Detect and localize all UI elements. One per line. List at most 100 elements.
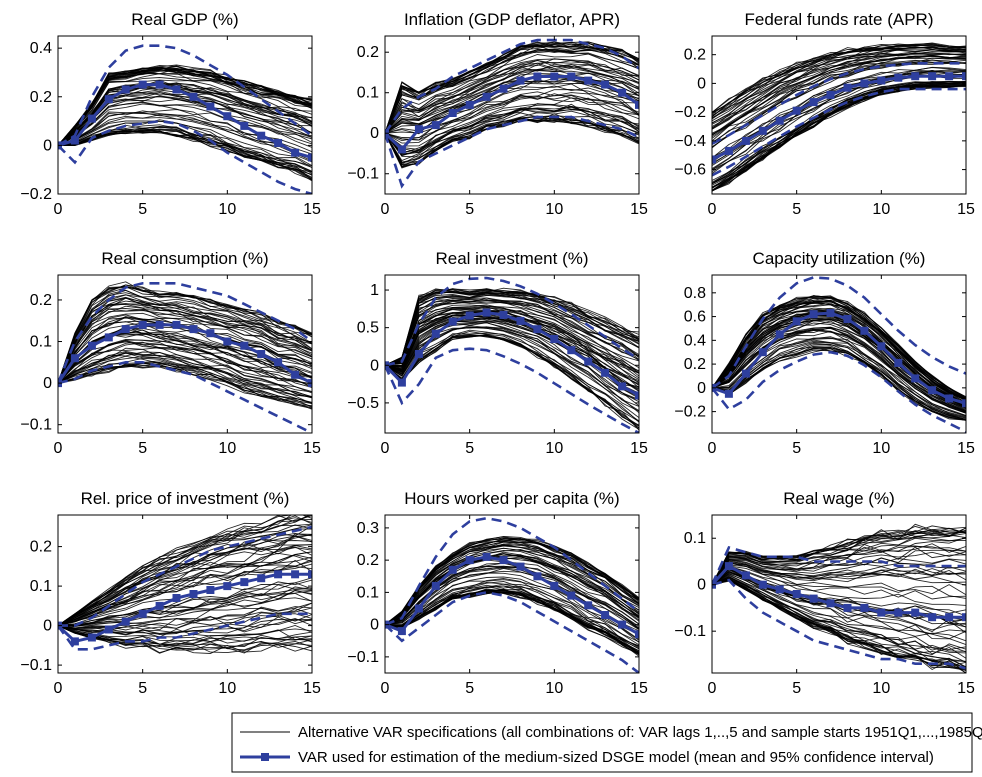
var-mean-point xyxy=(499,556,508,565)
y-tick-label: 0.4 xyxy=(30,40,52,57)
var-mean-point xyxy=(843,83,852,92)
alt-spec-line xyxy=(58,66,312,146)
y-tick-label: 0 xyxy=(370,125,379,142)
var-mean-line xyxy=(385,555,639,636)
x-tick-label: 0 xyxy=(708,440,717,457)
alt-spec-line xyxy=(712,326,966,412)
y-tick-label: 0 xyxy=(43,618,52,635)
var-mean-point xyxy=(928,613,937,622)
alt-spec-line xyxy=(58,559,312,627)
alt-spec-line xyxy=(712,81,966,186)
var-mean-point xyxy=(155,601,164,610)
plot-content xyxy=(385,276,639,433)
plot-frame xyxy=(711,35,967,195)
y-tick-label: 0.2 xyxy=(357,44,379,61)
alt-spec-line xyxy=(385,104,639,153)
var-mean-point xyxy=(70,354,79,363)
plot-content xyxy=(712,42,966,192)
ci-lower-line xyxy=(58,612,312,651)
var-mean-point xyxy=(291,148,300,157)
y-tick-label: 0 xyxy=(43,137,52,154)
x-tick-label: 5 xyxy=(138,440,147,457)
var-mean-point xyxy=(104,95,113,104)
var-mean-point xyxy=(533,72,542,81)
var-mean-point xyxy=(962,72,966,81)
legend-box xyxy=(231,712,973,773)
alt-spec-line xyxy=(58,625,312,650)
ci-lower-line xyxy=(58,119,312,194)
y-tick-label: 0 xyxy=(697,75,706,92)
plot-content xyxy=(58,281,312,433)
alt-spec-line xyxy=(58,515,310,626)
alt-spec-line xyxy=(712,565,966,599)
alt-spec-line xyxy=(58,312,312,384)
alt-spec-line xyxy=(58,356,312,398)
alt-spec-line xyxy=(58,566,312,627)
var-mean-point xyxy=(758,348,767,357)
alt-spec-line xyxy=(385,290,639,366)
alt-spec-line xyxy=(58,625,312,645)
var-mean-point xyxy=(792,590,801,598)
alt-spec-line xyxy=(58,625,312,648)
var-mean-point xyxy=(70,637,79,646)
var-mean-point xyxy=(635,630,639,639)
var-mean-point xyxy=(911,608,920,617)
var-mean-point xyxy=(155,320,164,329)
var-mean-point xyxy=(741,369,750,378)
var-mean-point xyxy=(121,85,130,94)
alt-spec-line xyxy=(58,616,312,635)
plot-frame xyxy=(711,274,967,434)
var-mean-point xyxy=(206,102,215,111)
chart-title: Real consumption (%) xyxy=(101,249,268,268)
var-mean-point xyxy=(860,326,869,335)
alt-spec-line xyxy=(385,69,639,134)
alt-spec-line xyxy=(712,346,966,421)
var-mean-point xyxy=(584,601,593,610)
var-mean-point xyxy=(308,153,312,162)
alt-spec-line xyxy=(385,95,639,142)
var-mean-point xyxy=(724,146,733,155)
var-mean-point xyxy=(962,613,966,622)
alt-spec-line xyxy=(385,93,639,141)
var-mean-point xyxy=(240,578,249,587)
y-tick-label: 0.1 xyxy=(30,334,52,351)
var-mean-point xyxy=(809,594,818,603)
plot-frame xyxy=(711,514,967,674)
var-mean-point xyxy=(945,72,954,81)
alt-spec-line xyxy=(385,581,639,643)
alt-spec-line xyxy=(58,95,312,146)
alt-spec-line xyxy=(385,549,639,625)
alt-spec-line xyxy=(385,335,639,429)
y-tick-label: 0 xyxy=(697,577,706,594)
alt-spec-line xyxy=(58,528,312,626)
var-mean-point xyxy=(928,72,937,81)
alt-spec-line xyxy=(385,89,639,134)
alt-spec-line xyxy=(712,532,966,585)
y-tick-label: 0.1 xyxy=(357,584,379,601)
alt-spec-line xyxy=(58,308,312,384)
ci-upper-line xyxy=(712,276,966,389)
alt-spec-line xyxy=(58,625,312,654)
chart-title: Inflation (GDP deflator, APR) xyxy=(404,10,620,29)
var-mean-point xyxy=(741,571,750,580)
chart-title: Real investment (%) xyxy=(435,249,588,268)
alt-spec-line xyxy=(385,112,639,158)
alt-spec-line xyxy=(385,63,639,134)
alt-spec-line xyxy=(385,545,639,625)
var-mean-point xyxy=(397,627,406,636)
alt-spec-line xyxy=(712,57,966,139)
y-tick-label: −0.6 xyxy=(674,162,706,179)
plot-content xyxy=(712,523,966,673)
alt-spec-line xyxy=(712,43,966,113)
var-mean-point xyxy=(775,585,784,594)
var-mean-point xyxy=(431,581,440,590)
alt-spec-line xyxy=(58,602,312,629)
alt-spec-line xyxy=(712,46,966,118)
ci-upper-line xyxy=(58,282,312,384)
x-tick-label: 5 xyxy=(465,680,474,697)
x-tick-label: 0 xyxy=(708,680,717,697)
x-tick-label: 15 xyxy=(303,440,321,457)
var-mean-point xyxy=(431,329,440,338)
var-mean-point xyxy=(809,310,818,319)
